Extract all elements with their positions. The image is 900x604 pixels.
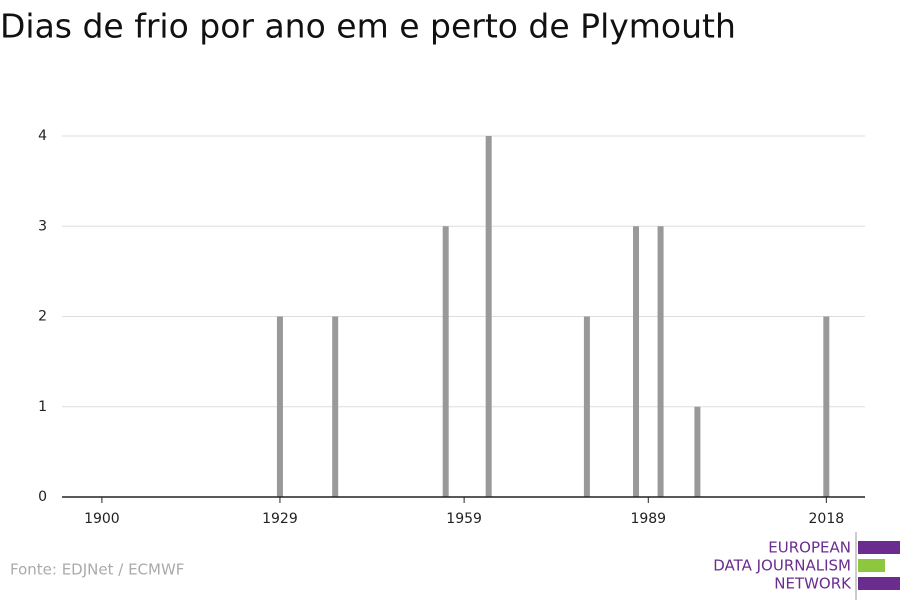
y-tick-label: 3 [38,218,47,234]
logo-text: EUROPEAN [768,539,851,557]
y-tick-label: 1 [38,399,47,415]
bar [583,316,590,497]
bar [485,136,492,497]
logo-text: NETWORK [774,575,852,593]
bar [633,226,640,497]
bar [657,226,664,497]
source: Fonte: EDJNet / ECMWF [10,561,184,579]
y-tick-label: 2 [38,309,47,325]
logo-bar [858,541,900,554]
x-tick-label: 1959 [446,511,482,527]
chart-title: Dias de frio por ano em e perto de Plymo… [0,7,736,46]
bar [332,316,339,497]
logo-bar [858,577,900,590]
x-tick-label: 2018 [809,511,845,527]
bar [694,406,701,497]
logo-bar [858,559,885,572]
x-tick-label: 1989 [630,511,666,527]
bar [276,316,283,497]
x-tick-label: 1929 [262,511,298,527]
bar [823,316,830,497]
y-tick-label: 4 [38,128,47,144]
x-tick-label: 1900 [84,511,120,527]
y-tick-label: 0 [38,489,47,505]
bar [442,226,449,497]
logo-text: DATA JOURNALISM [713,557,851,575]
